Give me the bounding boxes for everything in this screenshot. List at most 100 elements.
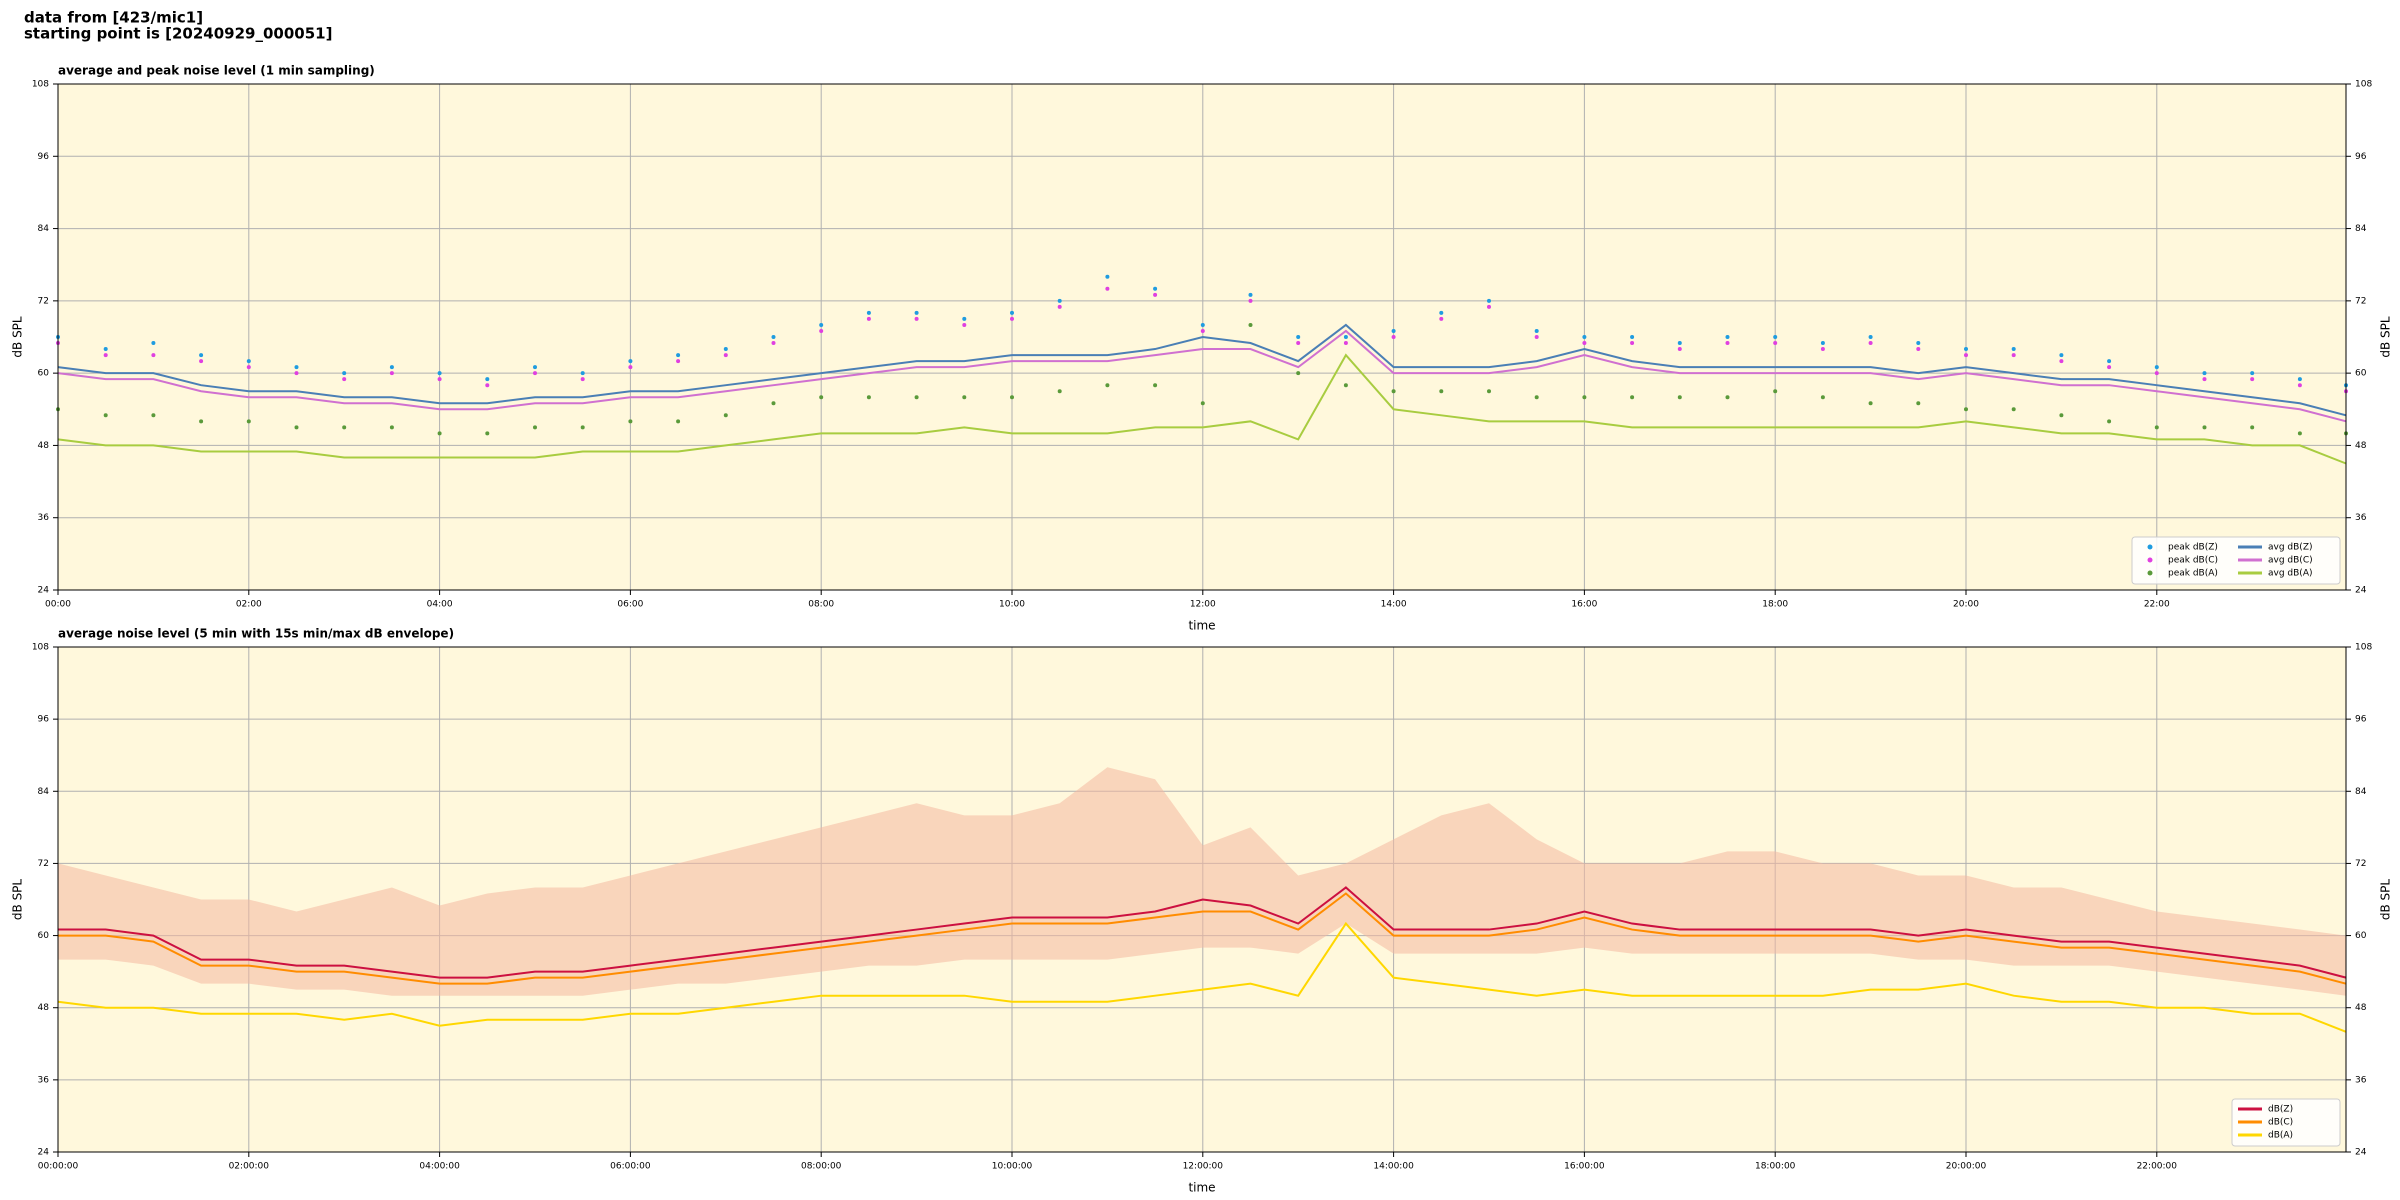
peak-point [866, 395, 871, 400]
peak-point [819, 395, 824, 400]
series-line [57, 921, 2347, 1033]
peak-point [580, 425, 585, 430]
x-tick-label: 20:00:00 [1946, 1162, 1987, 1172]
peak-point [1677, 347, 1682, 352]
x-tick-label: 16:00 [1571, 600, 1597, 610]
peak-point [1677, 341, 1682, 346]
peak-point [914, 395, 919, 400]
peak-point [1343, 341, 1348, 346]
x-tick-label: 02:00 [236, 600, 262, 610]
y-tick-label: 108 [32, 643, 49, 653]
y-tick-label: 36 [38, 1075, 50, 1085]
peak-point [151, 341, 156, 346]
x-tick-label: 08:00 [808, 600, 834, 610]
peak-point [1391, 389, 1396, 394]
y-tick-label: 60 [2355, 931, 2367, 941]
legend-label: peak dB(Z) [2168, 543, 2218, 553]
peak-point [1296, 341, 1301, 346]
peak-point [294, 371, 299, 376]
peak-point [1009, 395, 1014, 400]
plot-frame [57, 646, 2347, 1153]
y-tick-label: 48 [38, 441, 50, 451]
y-tick-label: 84 [38, 787, 50, 797]
peak-point [103, 347, 108, 352]
peak-point [1153, 383, 1158, 388]
peak-point [1009, 310, 1014, 315]
peak-point [1725, 341, 1730, 346]
legend-label: peak dB(C) [2168, 556, 2218, 566]
peak-point [628, 359, 633, 364]
peak-point [103, 413, 108, 418]
peak-point [2011, 347, 2016, 352]
peak-point [2059, 359, 2064, 364]
peak-point [1963, 347, 1968, 352]
peak-point [819, 322, 824, 327]
peak-point [866, 316, 871, 321]
y-tick-label: 60 [38, 931, 50, 941]
peak-point [1582, 395, 1587, 400]
peak-point [1439, 389, 1444, 394]
peak-point [342, 425, 347, 430]
peak-point [2107, 365, 2112, 370]
peak-point [1105, 383, 1110, 388]
peak-point [1963, 407, 1968, 412]
peak-point [1057, 304, 1062, 309]
y-tick-label: 72 [38, 296, 49, 306]
peak-point [103, 353, 108, 358]
peak-point [151, 413, 156, 418]
y-tick-label: 72 [2355, 296, 2366, 306]
peak-point [1630, 341, 1635, 346]
chart-title: average and peak noise level (1 min samp… [58, 64, 375, 78]
peak-point [628, 419, 633, 424]
peak-point [246, 365, 251, 370]
x-tick-label: 10:00:00 [992, 1162, 1033, 1172]
y-tick-label: 108 [32, 80, 49, 90]
peak-point [771, 341, 776, 346]
chart-panel: average and peak noise level (1 min samp… [11, 64, 2393, 633]
x-tick-label: 18:00 [1762, 600, 1788, 610]
peak-point [1200, 328, 1205, 333]
peak-point [2107, 359, 2112, 364]
peak-point [389, 425, 394, 430]
series-line [58, 886, 2347, 979]
x-tick-label: 00:00 [45, 600, 71, 610]
legend-label: avg dB(A) [2268, 569, 2312, 579]
peak-point [1773, 341, 1778, 346]
peak-point [485, 431, 490, 436]
peak-point [723, 347, 728, 352]
y-tick-label: 108 [2355, 80, 2372, 90]
peak-point [1153, 292, 1158, 297]
peak-point [676, 359, 681, 364]
peak-point [1439, 310, 1444, 315]
peak-point [437, 431, 442, 436]
y-axis-label: dB SPL [11, 316, 25, 358]
y-tick-label: 96 [38, 715, 50, 725]
x-tick-label: 20:00 [1953, 600, 1979, 610]
peak-point [1534, 328, 1539, 333]
peak-point [962, 395, 967, 400]
y-tick-label: 96 [2355, 152, 2367, 162]
y-axis-label: dB SPL [11, 879, 25, 921]
peak-point [1916, 347, 1921, 352]
peak-point [580, 377, 585, 382]
y-tick-label: 36 [38, 513, 50, 523]
peak-point [1868, 341, 1873, 346]
peak-point [676, 419, 681, 424]
x-tick-label: 08:00:00 [801, 1162, 842, 1172]
y-tick-label: 72 [38, 859, 49, 869]
y-tick-label: 36 [2355, 513, 2367, 523]
peak-point [914, 310, 919, 315]
peak-point [2154, 371, 2159, 376]
peak-point [1486, 298, 1491, 303]
peak-point [1582, 341, 1587, 346]
peak-point [2250, 425, 2255, 430]
x-tick-label: 12:00 [1190, 600, 1216, 610]
peak-point [1630, 395, 1635, 400]
peak-point [2202, 425, 2207, 430]
peak-point [1630, 335, 1635, 339]
chart-panel: average noise level (5 min with 15s min/… [11, 627, 2393, 1195]
peak-point [1391, 328, 1396, 333]
peak-point [1820, 347, 1825, 352]
y-tick-label: 24 [38, 586, 50, 596]
